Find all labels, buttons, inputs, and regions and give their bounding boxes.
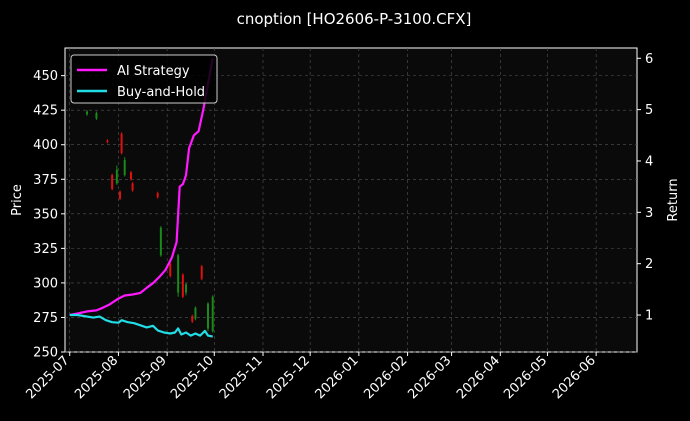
candle-up — [211, 295, 214, 333]
candle-down — [119, 190, 121, 200]
legend: AI Strategy Buy-and-Hold — [70, 54, 218, 104]
x-tick-label: 2026-01 — [313, 353, 362, 402]
candle-down — [120, 132, 123, 155]
y-left-tick-label: 300 — [33, 276, 58, 291]
candle-body — [106, 140, 109, 143]
candle-up — [177, 253, 180, 297]
x-tick-label: 2026-06 — [550, 353, 599, 402]
x-tick-label: 2026-05 — [501, 353, 550, 402]
y-axis-label-right: Return — [666, 178, 681, 221]
series-line-ai-strategy — [69, 58, 214, 317]
candle-body — [194, 307, 197, 319]
candle-up — [185, 282, 187, 296]
candle-down — [169, 262, 172, 278]
series-line-buy-and-hold — [69, 313, 213, 338]
candle-down — [111, 173, 114, 191]
y-left-tick-label: 325 — [33, 242, 58, 257]
x-tick-label: 2025-10 — [168, 353, 217, 402]
candle-body — [169, 263, 172, 276]
candle-body — [115, 169, 118, 184]
candle-down — [131, 182, 134, 192]
candle-body — [130, 172, 132, 180]
candle-body — [123, 159, 126, 176]
candle-body — [159, 227, 162, 256]
candle-down — [156, 191, 159, 199]
y-left-tick-label: 400 — [33, 138, 58, 153]
x-tick-label: 2025-07 — [24, 353, 73, 402]
candle-body — [95, 112, 98, 119]
return-lines — [69, 58, 214, 338]
y-left-tick-label: 425 — [33, 104, 58, 119]
candle-body — [131, 183, 134, 191]
candle-body — [119, 191, 121, 199]
legend-label-buy-and-hold: Buy-and-Hold — [117, 85, 205, 100]
y-right-tick-label: 4 — [645, 154, 653, 169]
y-left-tick-label: 450 — [33, 69, 58, 84]
x-tick-label: 2026-04 — [454, 353, 503, 402]
candle-body — [86, 111, 88, 115]
y-axis-label-left: Price — [10, 184, 25, 216]
x-tick-label: 2025-09 — [121, 353, 170, 402]
candle-up — [159, 226, 162, 257]
candle-body — [111, 175, 114, 189]
legend-label-ai-strategy: AI Strategy — [117, 64, 190, 79]
candle-body — [177, 255, 180, 293]
x-tick-label: 2025-12 — [264, 353, 313, 402]
candle-down — [200, 264, 203, 281]
grid-lines — [65, 48, 637, 353]
candle-body — [156, 193, 159, 198]
candle-body — [185, 284, 187, 293]
chart-title: cnoption [HO2606-P-3100.CFX] — [237, 10, 472, 28]
candle-body — [211, 296, 214, 332]
x-tick-label: 2025-11 — [217, 353, 266, 402]
y-right-tick-label: 1 — [645, 309, 653, 324]
candle-up — [123, 157, 126, 177]
candle-up — [86, 110, 88, 116]
candle-body — [200, 266, 203, 279]
candle-down — [191, 314, 194, 323]
candle-body — [207, 303, 209, 329]
x-tick-label: 2026-03 — [405, 353, 454, 402]
candle-down — [130, 170, 132, 181]
y-right-tick-label: 3 — [645, 206, 653, 221]
x-tick-label: 2025-08 — [72, 353, 121, 402]
x-tick-label: 2026-02 — [361, 353, 410, 402]
candle-up — [207, 302, 209, 332]
candle-up — [95, 111, 98, 120]
candle-body — [181, 274, 184, 297]
y-left-tick-label: 275 — [33, 311, 58, 326]
y-right-tick-label: 2 — [645, 257, 653, 272]
y-right-tick-label: 6 — [645, 52, 653, 67]
candlesticks — [86, 110, 214, 333]
candle-down — [181, 273, 184, 299]
candle-up — [194, 306, 197, 321]
y-left-tick-label: 250 — [33, 346, 58, 361]
candle-up — [115, 165, 118, 185]
y-left-tick-label: 375 — [33, 173, 58, 188]
y-left-tick-label: 350 — [33, 207, 58, 222]
candle-down — [106, 139, 109, 144]
y-right-tick-label: 5 — [645, 103, 653, 118]
candle-body — [120, 133, 123, 154]
candle-body — [191, 316, 194, 322]
legend-box — [70, 54, 218, 104]
